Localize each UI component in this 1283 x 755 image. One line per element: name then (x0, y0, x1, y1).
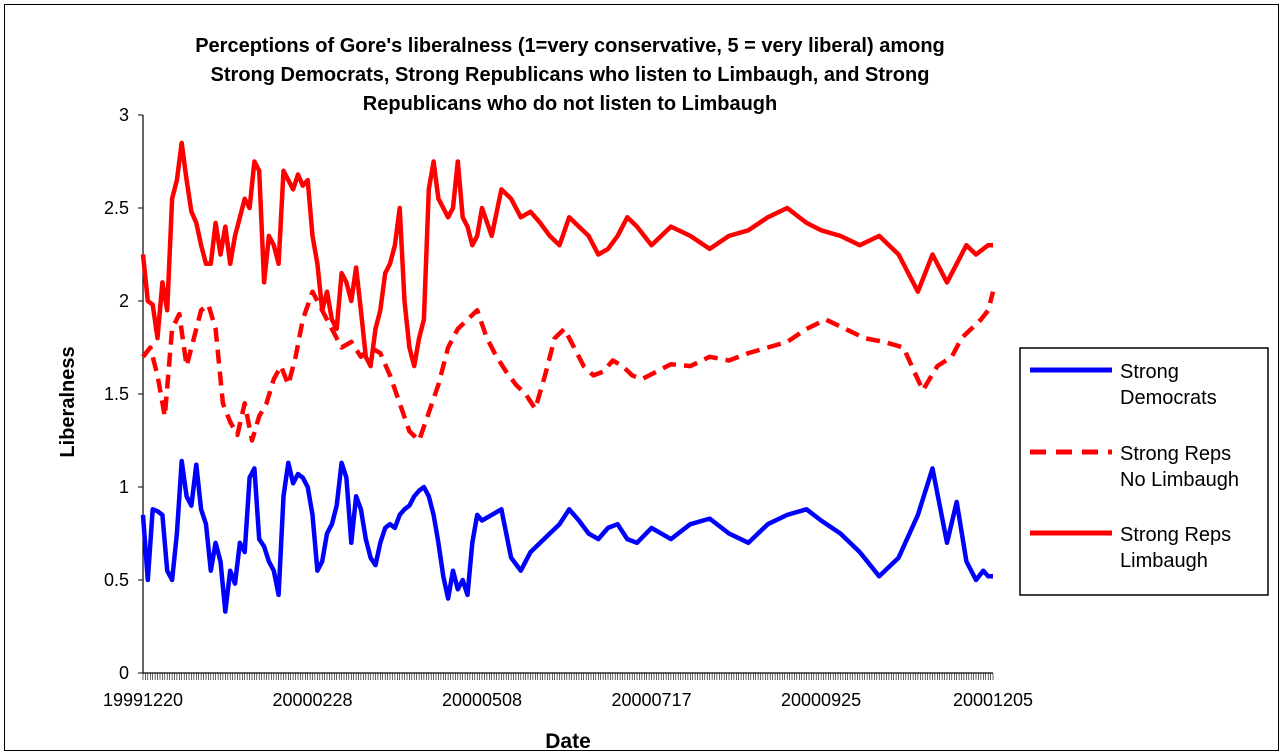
x-tick-label: 20000508 (442, 690, 522, 710)
chart-axes: 0 0.5 1 1.5 2 2.5 3 19991220 20000228 20000508 200… (103, 105, 1033, 710)
series-line-0 (140, 458, 993, 614)
legend-box (1019, 347, 1269, 596)
y-tick-label: 0 (119, 663, 129, 683)
x-axis-label: Date (545, 730, 591, 753)
series-line-2 (140, 140, 993, 369)
chart-title: Perceptions of Gore's liberalness (1=ver… (120, 32, 1020, 119)
y-tick-label: 0.5 (104, 570, 129, 590)
legend-label: No Limbaugh (1120, 469, 1239, 491)
chart-title-line-2: Strong Democrats, Strong Republicans who… (210, 64, 930, 86)
legend-label: Strong (1120, 361, 1179, 383)
legend-label: Democrats (1120, 387, 1217, 409)
x-tick-label: 20000717 (612, 690, 692, 710)
chart-series (140, 140, 996, 614)
x-tick-label: 19991220 (103, 690, 183, 710)
chart-legend: Strong Democrats Strong Reps No Limbaugh Str… (1019, 347, 1269, 596)
y-axis-label: Liberalness (57, 346, 79, 457)
x-tick-label: 20000228 (272, 690, 352, 710)
y-tick-label: 1 (119, 477, 129, 497)
x-tick-label: 20001205 (953, 690, 1033, 710)
chart-title-line-3: Republicans who do not listen to Limbaug… (362, 93, 778, 115)
chart-title-line-1: Perceptions of Gore's liberalness (1=ver… (195, 35, 945, 57)
legend-label: Strong Reps (1120, 443, 1231, 465)
y-tick-label: 2.5 (104, 198, 129, 218)
y-tick-label: 3 (119, 105, 129, 125)
series-line-1 (141, 289, 996, 443)
x-minor-ticks (142, 673, 994, 680)
legend-label: Limbaugh (1120, 550, 1208, 572)
y-tick-label: 1.5 (104, 384, 129, 404)
y-tick-label: 2 (119, 291, 129, 311)
x-tick-label: 20000925 (781, 690, 861, 710)
legend-label: Strong Reps (1120, 524, 1231, 546)
